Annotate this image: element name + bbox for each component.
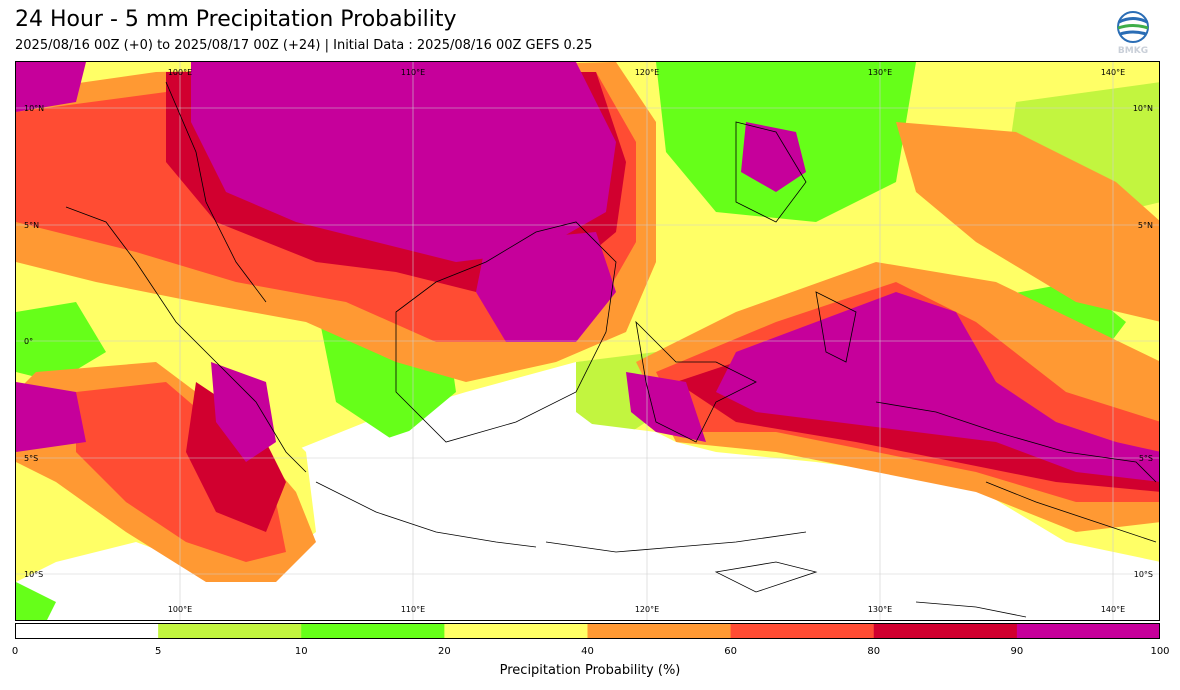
colorbar-bin bbox=[873, 623, 1018, 639]
lon-label: 140°E bbox=[1101, 605, 1125, 614]
colorbar-bin bbox=[444, 623, 588, 639]
lat-label: 10°N bbox=[24, 104, 44, 113]
colorbar-bin bbox=[1016, 623, 1161, 639]
lon-label: 100°E bbox=[168, 605, 192, 614]
colorbar bbox=[15, 623, 1161, 639]
lon-label: 110°E bbox=[401, 68, 425, 77]
lon-labels-top: 100°E 110°E 120°E 130°E 140°E bbox=[168, 68, 1125, 77]
lat-label: 5°N bbox=[24, 221, 39, 230]
probability-field bbox=[16, 62, 1159, 620]
lat-labels-right: 10°N 5°N 5°S 10°S bbox=[1133, 104, 1153, 579]
lat-label: 10°S bbox=[1134, 570, 1153, 579]
lat-label: 10°S bbox=[24, 570, 43, 579]
probability-map: 100°E 110°E 120°E 130°E 140°E 100°E 110°… bbox=[15, 61, 1160, 621]
lat-label: 5°S bbox=[24, 454, 38, 463]
colorbar-tick-label: 5 bbox=[154, 646, 162, 657]
colorbar-bin bbox=[158, 623, 302, 639]
coastlines bbox=[65, 81, 1157, 618]
lon-label: 110°E bbox=[401, 605, 425, 614]
lon-label: 100°E bbox=[168, 68, 192, 77]
colorbar-label: Precipitation Probability (%) bbox=[499, 663, 681, 678]
colorbar-bin bbox=[730, 623, 875, 639]
graticule bbox=[16, 62, 1159, 620]
lon-label: 140°E bbox=[1101, 68, 1125, 77]
colorbar-frame bbox=[15, 623, 1160, 639]
lat-label: 5°S bbox=[1139, 454, 1153, 463]
lat-labels-left: 10°N 5°N 0° 5°S 10°S bbox=[24, 104, 44, 579]
colorbar-tick-label: 90 bbox=[1010, 646, 1024, 657]
lon-labels-bottom: 100°E 110°E 120°E 130°E 140°E bbox=[168, 605, 1125, 614]
colorbar-tick-label: 60 bbox=[724, 646, 737, 657]
colorbar-tick-label: 20 bbox=[438, 646, 451, 657]
colorbar-bins bbox=[15, 623, 1161, 639]
colorbar-tick-label: 80 bbox=[867, 646, 881, 657]
colorbar-tick-label: 0 bbox=[11, 646, 19, 657]
colorbar-bin bbox=[301, 623, 445, 639]
colorbar-bin bbox=[587, 623, 732, 639]
chart-subtitle: 2025/08/16 00Z (+0) to 2025/08/17 00Z (+… bbox=[15, 38, 593, 53]
colorbar-tick-label: 10 bbox=[294, 646, 308, 657]
lon-label: 120°E bbox=[635, 68, 659, 77]
lat-label: 10°N bbox=[1133, 104, 1153, 113]
lon-label: 120°E bbox=[635, 605, 659, 614]
lat-label: 5°N bbox=[1138, 221, 1153, 230]
lat-label: 0° bbox=[24, 337, 33, 346]
chart-title: 24 Hour - 5 mm Precipitation Probability bbox=[15, 7, 457, 32]
bmkg-logo: BMKG bbox=[1112, 10, 1154, 56]
colorbar-bin bbox=[15, 623, 159, 639]
lon-label: 130°E bbox=[868, 68, 892, 77]
colorbar-tick-label: 100 bbox=[1150, 646, 1170, 657]
svg-text:BMKG: BMKG bbox=[1118, 46, 1148, 56]
lon-label: 130°E bbox=[868, 605, 892, 614]
map-canvas: 100°E 110°E 120°E 130°E 140°E 100°E 110°… bbox=[16, 62, 1159, 620]
colorbar-tick-label: 40 bbox=[581, 646, 594, 657]
